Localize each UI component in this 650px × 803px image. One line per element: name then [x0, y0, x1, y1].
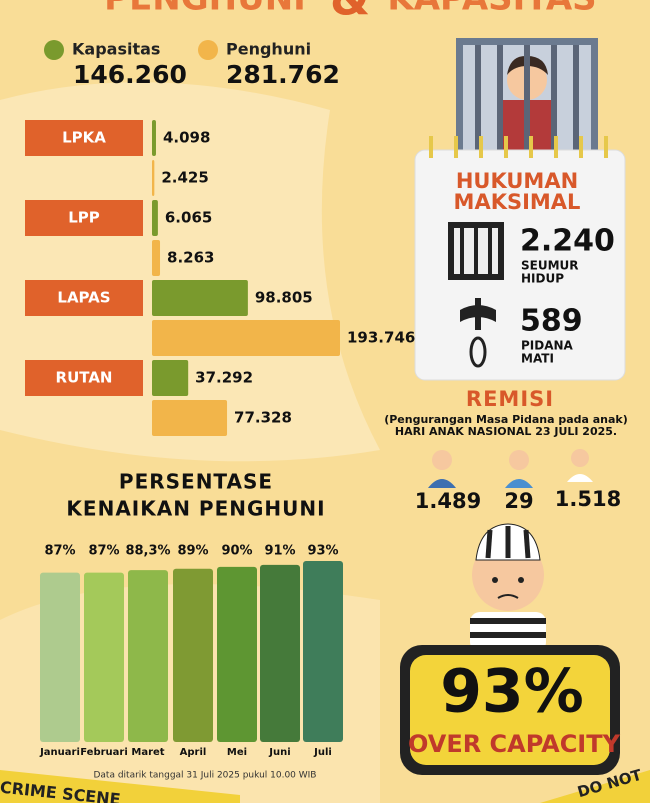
category-label: LAPAS	[57, 289, 110, 307]
value-label: 87%	[88, 544, 119, 559]
stat-label: MATI	[521, 352, 554, 366]
remisi-value: 29	[504, 489, 533, 513]
remisi-subtitle: (Pengurangan Masa Pidana pada anak)	[384, 413, 628, 426]
horizontal-bar-chart: LPKA 4.098 2.425 LPP 6.065 8.263 LAPAS 98.805 19…	[25, 120, 415, 436]
bar	[152, 160, 155, 196]
value-label: 87%	[44, 544, 75, 559]
value-label: 6.065	[165, 209, 212, 227]
x-tick-label: Maret	[131, 747, 164, 758]
total: 146.260	[73, 60, 187, 89]
bar	[217, 566, 257, 742]
bar	[152, 400, 228, 436]
category-label: LPKA	[62, 129, 106, 147]
x-tick-label: Januari	[39, 747, 80, 758]
crime-tape: CRIME SCENE DO NOT	[0, 765, 650, 803]
bar	[40, 572, 80, 742]
vertical-bar-chart: 87% Januari 87% Februari 88,3% Maret 89% April 9…	[39, 544, 343, 758]
bar	[173, 568, 213, 742]
value-label: 2.425	[161, 169, 208, 187]
capacity-sign: 93% OVER CAPACITY	[400, 645, 621, 775]
remisi-value: 1.489	[415, 489, 481, 513]
x-tick-label: Juni	[268, 747, 290, 758]
remisi-date: HARI ANAK NASIONAL 23 JULI 2025.	[395, 425, 617, 438]
remisi-title: REMISI	[466, 387, 554, 411]
card-title: MAKSIMAL	[454, 190, 581, 214]
jail-illustration	[456, 38, 598, 150]
category-box	[25, 120, 143, 156]
bar	[152, 200, 158, 236]
value-label: 8.263	[167, 249, 214, 267]
prisoner-illustration	[470, 523, 546, 652]
stat-label: SEUMUR	[521, 259, 579, 273]
total: 281.762	[226, 60, 340, 89]
remisi-value: 1.518	[555, 487, 621, 511]
bar	[303, 561, 343, 742]
category-label: RUTAN	[56, 369, 113, 387]
legend-swatch	[44, 40, 64, 60]
value-label: 93%	[307, 544, 338, 559]
value-label: 91%	[264, 544, 295, 559]
x-tick-label: Februari	[80, 747, 128, 758]
bar	[152, 120, 156, 156]
chart-title: PERSENTASE	[119, 470, 273, 494]
stat-value: 2.240	[520, 224, 615, 259]
punishment-card: HUKUMAN MAKSIMAL 2.240 SEUMUR HIDUP 589 …	[414, 136, 626, 381]
value-label: 98.805	[255, 289, 313, 307]
title: PENGHUNI	[104, 0, 306, 19]
note: Data ditarik tanggal 31 Juli 2025 pukul …	[93, 771, 316, 781]
capacity-label: OVER CAPACITY	[408, 730, 621, 758]
stat-label: HIDUP	[521, 272, 564, 286]
title: KAPASITAS	[387, 0, 596, 19]
value-label: 37.292	[195, 369, 253, 387]
value-label: 90%	[221, 544, 252, 559]
category-box	[25, 360, 143, 396]
x-tick-label: April	[180, 747, 207, 758]
value-label: 4.098	[163, 129, 210, 147]
bar	[152, 360, 189, 396]
bar	[84, 572, 124, 742]
stat-label: PIDANA	[521, 339, 574, 353]
title: &	[330, 0, 370, 26]
capacity-value: 93%	[440, 657, 584, 727]
bar	[260, 564, 300, 742]
stat-value: 589	[520, 304, 583, 339]
legend-label: Penghuni	[226, 40, 311, 59]
legend-swatch	[198, 40, 218, 60]
category-box	[25, 200, 143, 236]
value-label: 193.746	[347, 329, 415, 347]
category-label: LPP	[68, 209, 100, 227]
value-label: 77.328	[234, 409, 292, 427]
value-label: 88,3%	[125, 544, 170, 559]
category-box	[25, 280, 143, 316]
legend-label: Kapasitas	[72, 40, 160, 59]
x-tick-label: Juli	[313, 747, 332, 758]
bar	[152, 320, 340, 356]
bar	[152, 280, 248, 316]
chart-title: KENAIKAN PENGHUNI	[66, 497, 325, 521]
value-label: 89%	[177, 544, 208, 559]
bar	[128, 570, 168, 742]
card-title: HUKUMAN	[456, 169, 578, 193]
bar	[152, 240, 161, 276]
x-tick-label: Mei	[227, 747, 247, 758]
child-icons	[428, 449, 593, 488]
